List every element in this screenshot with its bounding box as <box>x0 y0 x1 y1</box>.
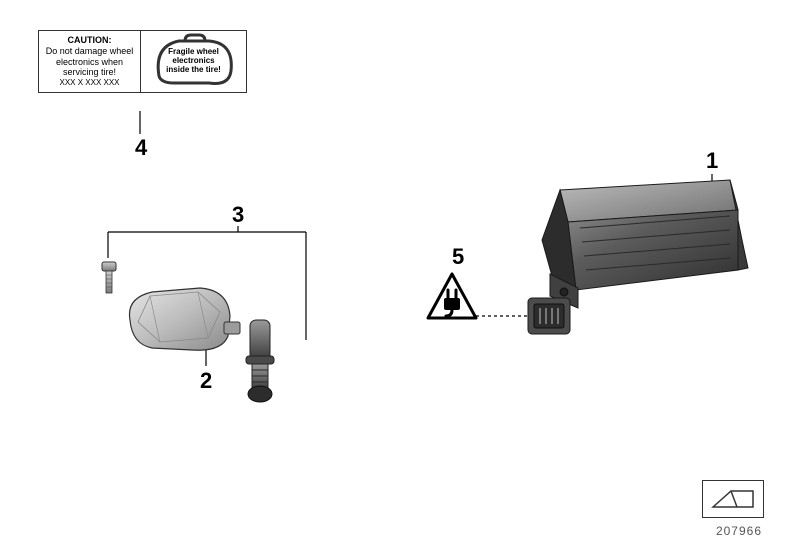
corner-icon-box <box>702 480 764 518</box>
valve-stem <box>246 320 274 402</box>
callout-5: 5 <box>452 244 464 270</box>
sensor-body <box>129 288 240 350</box>
callout-3: 3 <box>232 202 244 228</box>
plug-warning-icon <box>424 270 480 326</box>
wheel-sensor-group <box>80 250 360 420</box>
receiver-module <box>480 170 750 350</box>
diagram-canvas: CAUTION: Do not damage wheel electronics… <box>0 0 800 560</box>
callout-4: 4 <box>135 135 147 161</box>
envelope-icon <box>711 487 755 511</box>
part-number: 207966 <box>716 524 762 538</box>
screw <box>102 262 116 293</box>
